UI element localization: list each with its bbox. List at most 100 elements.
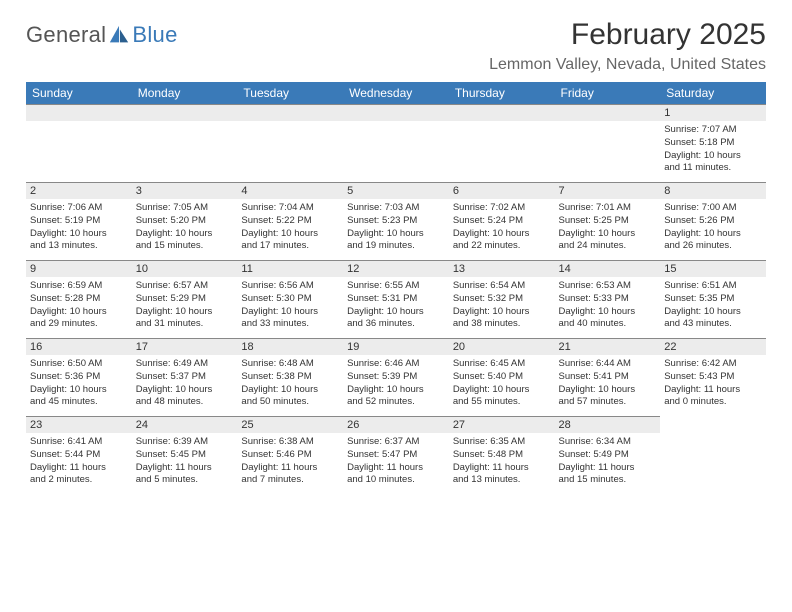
daylight-text-1: Daylight: 10 hours [241, 384, 339, 397]
day-data: Sunrise: 7:02 AMSunset: 5:24 PMDaylight:… [449, 199, 555, 255]
day-data: Sunrise: 6:45 AMSunset: 5:40 PMDaylight:… [449, 355, 555, 411]
sunrise-text: Sunrise: 6:46 AM [347, 358, 445, 371]
day-number: 13 [449, 261, 555, 277]
sunrise-text: Sunrise: 6:48 AM [241, 358, 339, 371]
calendar-table: Sunday Monday Tuesday Wednesday Thursday… [26, 82, 766, 495]
sunrise-text: Sunrise: 6:59 AM [30, 280, 128, 293]
day-data: Sunrise: 7:05 AMSunset: 5:20 PMDaylight:… [132, 199, 238, 255]
sunset-text: Sunset: 5:26 PM [664, 215, 762, 228]
daylight-text-1: Daylight: 11 hours [241, 462, 339, 475]
sunset-text: Sunset: 5:40 PM [453, 371, 551, 384]
calendar-day-cell: 25Sunrise: 6:38 AMSunset: 5:46 PMDayligh… [237, 417, 343, 495]
sunset-text: Sunset: 5:18 PM [664, 137, 762, 150]
daylight-text-2: and 2 minutes. [30, 474, 128, 487]
calendar-day-cell: 2Sunrise: 7:06 AMSunset: 5:19 PMDaylight… [26, 183, 132, 261]
daylight-text-2: and 43 minutes. [664, 318, 762, 331]
sunrise-text: Sunrise: 6:51 AM [664, 280, 762, 293]
calendar-day-cell [343, 105, 449, 183]
day-number: 27 [449, 417, 555, 433]
day-data: Sunrise: 6:57 AMSunset: 5:29 PMDaylight:… [132, 277, 238, 333]
calendar-day-cell: 21Sunrise: 6:44 AMSunset: 5:41 PMDayligh… [555, 339, 661, 417]
sunset-text: Sunset: 5:46 PM [241, 449, 339, 462]
sunrise-text: Sunrise: 7:02 AM [453, 202, 551, 215]
sunrise-text: Sunrise: 6:57 AM [136, 280, 234, 293]
day-number: 7 [555, 183, 661, 199]
daylight-text-1: Daylight: 10 hours [30, 384, 128, 397]
day-number [555, 105, 661, 121]
sunrise-text: Sunrise: 6:37 AM [347, 436, 445, 449]
sunrise-text: Sunrise: 7:05 AM [136, 202, 234, 215]
daylight-text-1: Daylight: 10 hours [347, 228, 445, 241]
day-number: 1 [660, 105, 766, 121]
sunrise-text: Sunrise: 6:50 AM [30, 358, 128, 371]
daylight-text-1: Daylight: 10 hours [453, 228, 551, 241]
day-data: Sunrise: 6:55 AMSunset: 5:31 PMDaylight:… [343, 277, 449, 333]
title-block: February 2025 Lemmon Valley, Nevada, Uni… [489, 18, 766, 74]
day-number: 24 [132, 417, 238, 433]
daylight-text-1: Daylight: 10 hours [664, 150, 762, 163]
sunset-text: Sunset: 5:30 PM [241, 293, 339, 306]
daylight-text-1: Daylight: 10 hours [559, 306, 657, 319]
sunset-text: Sunset: 5:41 PM [559, 371, 657, 384]
sunset-text: Sunset: 5:37 PM [136, 371, 234, 384]
day-number: 3 [132, 183, 238, 199]
daylight-text-1: Daylight: 11 hours [559, 462, 657, 475]
sunrise-text: Sunrise: 6:34 AM [559, 436, 657, 449]
sunset-text: Sunset: 5:32 PM [453, 293, 551, 306]
daylight-text-1: Daylight: 10 hours [453, 384, 551, 397]
day-data: Sunrise: 7:01 AMSunset: 5:25 PMDaylight:… [555, 199, 661, 255]
sunset-text: Sunset: 5:49 PM [559, 449, 657, 462]
day-number: 21 [555, 339, 661, 355]
calendar-day-cell [660, 417, 766, 495]
daylight-text-1: Daylight: 10 hours [136, 306, 234, 319]
calendar-day-cell: 12Sunrise: 6:55 AMSunset: 5:31 PMDayligh… [343, 261, 449, 339]
sunset-text: Sunset: 5:36 PM [30, 371, 128, 384]
day-number: 8 [660, 183, 766, 199]
sunset-text: Sunset: 5:33 PM [559, 293, 657, 306]
day-data: Sunrise: 6:35 AMSunset: 5:48 PMDaylight:… [449, 433, 555, 489]
sunrise-text: Sunrise: 6:39 AM [136, 436, 234, 449]
daylight-text-1: Daylight: 10 hours [559, 228, 657, 241]
calendar-day-cell: 19Sunrise: 6:46 AMSunset: 5:39 PMDayligh… [343, 339, 449, 417]
sunset-text: Sunset: 5:31 PM [347, 293, 445, 306]
calendar-day-cell: 23Sunrise: 6:41 AMSunset: 5:44 PMDayligh… [26, 417, 132, 495]
calendar-day-cell: 5Sunrise: 7:03 AMSunset: 5:23 PMDaylight… [343, 183, 449, 261]
calendar-day-cell: 20Sunrise: 6:45 AMSunset: 5:40 PMDayligh… [449, 339, 555, 417]
day-data: Sunrise: 6:59 AMSunset: 5:28 PMDaylight:… [26, 277, 132, 333]
day-data: Sunrise: 6:41 AMSunset: 5:44 PMDaylight:… [26, 433, 132, 489]
daylight-text-2: and 24 minutes. [559, 240, 657, 253]
daylight-text-1: Daylight: 10 hours [136, 228, 234, 241]
day-data: Sunrise: 7:00 AMSunset: 5:26 PMDaylight:… [660, 199, 766, 255]
daylight-text-1: Daylight: 10 hours [559, 384, 657, 397]
sunrise-text: Sunrise: 6:38 AM [241, 436, 339, 449]
day-number: 17 [132, 339, 238, 355]
daylight-text-2: and 10 minutes. [347, 474, 445, 487]
daylight-text-2: and 5 minutes. [136, 474, 234, 487]
daylight-text-1: Daylight: 10 hours [136, 384, 234, 397]
sunset-text: Sunset: 5:44 PM [30, 449, 128, 462]
sail-icon [108, 24, 130, 46]
calendar-day-cell: 27Sunrise: 6:35 AMSunset: 5:48 PMDayligh… [449, 417, 555, 495]
calendar-day-cell: 6Sunrise: 7:02 AMSunset: 5:24 PMDaylight… [449, 183, 555, 261]
day-number [26, 105, 132, 121]
daylight-text-2: and 52 minutes. [347, 396, 445, 409]
weekday-header: Friday [555, 82, 661, 105]
sunrise-text: Sunrise: 7:01 AM [559, 202, 657, 215]
daylight-text-1: Daylight: 10 hours [453, 306, 551, 319]
calendar-day-cell: 14Sunrise: 6:53 AMSunset: 5:33 PMDayligh… [555, 261, 661, 339]
daylight-text-1: Daylight: 11 hours [453, 462, 551, 475]
daylight-text-2: and 36 minutes. [347, 318, 445, 331]
sunrise-text: Sunrise: 7:03 AM [347, 202, 445, 215]
sunset-text: Sunset: 5:29 PM [136, 293, 234, 306]
calendar-week-row: 2Sunrise: 7:06 AMSunset: 5:19 PMDaylight… [26, 183, 766, 261]
daylight-text-1: Daylight: 10 hours [30, 306, 128, 319]
daylight-text-1: Daylight: 10 hours [30, 228, 128, 241]
daylight-text-1: Daylight: 11 hours [136, 462, 234, 475]
day-data: Sunrise: 6:50 AMSunset: 5:36 PMDaylight:… [26, 355, 132, 411]
sunset-text: Sunset: 5:43 PM [664, 371, 762, 384]
day-data: Sunrise: 7:04 AMSunset: 5:22 PMDaylight:… [237, 199, 343, 255]
daylight-text-1: Daylight: 11 hours [664, 384, 762, 397]
calendar-week-row: 9Sunrise: 6:59 AMSunset: 5:28 PMDaylight… [26, 261, 766, 339]
day-data: Sunrise: 6:34 AMSunset: 5:49 PMDaylight:… [555, 433, 661, 489]
weekday-header: Monday [132, 82, 238, 105]
